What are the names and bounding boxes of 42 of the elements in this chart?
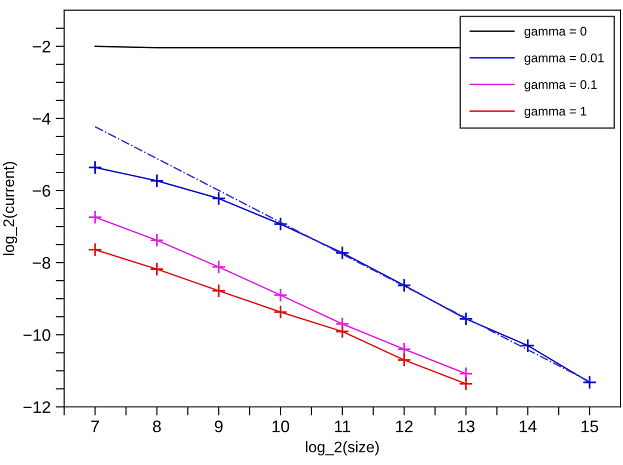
x-tick-label: 7 [91, 420, 99, 432]
legend-label: gamma = 0.1 [524, 80, 597, 92]
x-tick-label: 13 [458, 420, 475, 432]
x-tick-label: 10 [272, 420, 290, 432]
y-tick-label: −2 [32, 40, 50, 52]
point [150, 174, 164, 188]
x-axis-title: log_2(size) [306, 441, 379, 456]
x-tick-label: 14 [520, 420, 537, 432]
point [397, 278, 412, 292]
point [458, 376, 474, 391]
point [212, 260, 226, 274]
point [335, 246, 350, 260]
point [273, 304, 288, 320]
legend-label: gamma = 0 [524, 26, 586, 38]
y-tick-label: −4 [32, 112, 50, 124]
point [88, 242, 102, 257]
point [582, 375, 597, 390]
point [150, 262, 164, 276]
point [335, 324, 350, 339]
point [150, 233, 164, 248]
x-tick-label: 15 [582, 420, 598, 432]
point [88, 210, 102, 224]
y-tick-label: −10 [24, 329, 50, 341]
y-axis-title: log_2(current) [2, 162, 18, 256]
legend-label: gamma = 0.01 [524, 53, 604, 65]
x-tick-label: 8 [152, 420, 161, 432]
point [212, 284, 226, 298]
x-tick-label: 9 [214, 420, 223, 432]
point [273, 216, 288, 232]
x-tick-label: 12 [396, 420, 413, 432]
point [458, 312, 474, 326]
point [397, 352, 412, 368]
y-tick-label: −12 [24, 401, 50, 413]
point [273, 288, 288, 302]
x-tick-label: 11 [334, 420, 350, 432]
legend-label: gamma = 1 [524, 106, 586, 118]
y-tick-label: −6 [32, 184, 50, 197]
point [520, 338, 535, 353]
point [88, 160, 102, 175]
y-tick-label: −8 [32, 257, 50, 269]
point [397, 342, 412, 356]
point [212, 191, 226, 206]
